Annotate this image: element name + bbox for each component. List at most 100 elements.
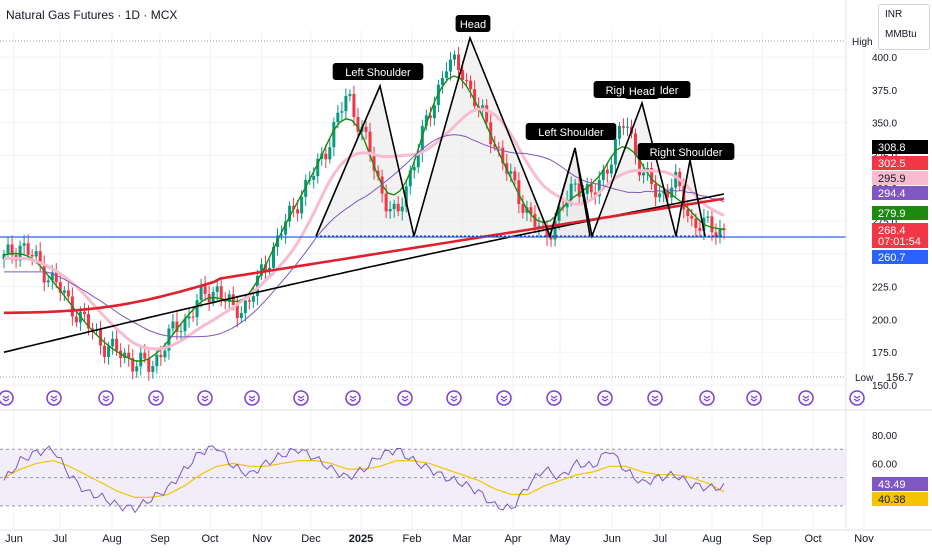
time-tick-label: Aug xyxy=(102,533,122,545)
candle-body xyxy=(243,300,247,314)
candle-body xyxy=(107,346,111,357)
candle-body xyxy=(111,338,115,347)
hs-pattern-fill-2 xyxy=(550,103,705,236)
candle-body xyxy=(364,126,368,132)
pattern-label-bg xyxy=(637,143,735,160)
candle-body xyxy=(86,314,90,329)
candle-body xyxy=(2,253,6,260)
candle-body xyxy=(239,313,243,319)
candle-body xyxy=(589,184,593,193)
price-tag-7: 260.7 xyxy=(878,252,906,264)
candle-body xyxy=(179,331,183,333)
candle-body xyxy=(38,251,42,264)
candle-body xyxy=(404,186,408,207)
time-tick-label: Oct xyxy=(201,533,218,545)
candle-body xyxy=(718,228,722,238)
candle-body xyxy=(440,77,444,85)
candle-body xyxy=(231,294,235,306)
price-tick-label: 225.0 xyxy=(872,283,897,294)
ma-red-line xyxy=(4,197,725,315)
time-tick-label: 2025 xyxy=(349,533,373,545)
pattern-label-2: Left Shoulder xyxy=(538,127,604,139)
time-tick-label: Aug xyxy=(702,533,722,545)
pattern-label-5: Right Shoulder xyxy=(650,147,723,159)
candle-body xyxy=(151,366,155,372)
candle-body xyxy=(533,213,537,227)
pattern-label-1: Left Shoulder xyxy=(345,67,411,79)
price-tag-bg xyxy=(872,250,928,264)
candle-body xyxy=(296,209,300,214)
candle-body xyxy=(139,352,143,367)
unit-selector[interactable]: INR MMBtu xyxy=(878,4,930,50)
candle-body xyxy=(376,170,380,177)
candle-body xyxy=(195,300,199,318)
time-tick-label: May xyxy=(550,533,571,545)
time-tick-label: Feb xyxy=(403,533,422,545)
chart-title: Natural Gas Futures · 1D · MCX xyxy=(6,8,178,22)
event-icon-glyph xyxy=(750,395,758,402)
candle-body xyxy=(271,246,275,268)
event-icon-glyph xyxy=(102,395,110,402)
event-icon-glyph xyxy=(601,395,609,402)
candle-body xyxy=(634,133,638,156)
candle-body xyxy=(573,183,577,185)
pattern-label-bg xyxy=(624,82,660,99)
price-tag-bg xyxy=(872,156,928,170)
time-tick-label: Nov xyxy=(854,533,874,545)
pattern-label-bg xyxy=(332,63,424,80)
candle-body xyxy=(444,71,448,78)
candle-body xyxy=(569,183,573,200)
candle-body xyxy=(328,147,332,160)
candle-body xyxy=(509,171,513,174)
candle-body xyxy=(235,305,239,319)
price-tick-label: 200.0 xyxy=(872,315,897,326)
candle-body xyxy=(513,171,517,181)
candle-body xyxy=(517,180,521,205)
event-icon-glyph xyxy=(550,395,558,402)
candle-body xyxy=(34,251,38,257)
time-tick-label: Sep xyxy=(752,533,772,545)
candle-body xyxy=(115,338,119,351)
candle-body xyxy=(392,203,396,210)
pattern-label-bg xyxy=(455,15,491,32)
candle-body xyxy=(251,296,255,302)
price-tag-0: 308.8 xyxy=(878,142,906,154)
time-tick-label: Jun xyxy=(5,533,23,545)
candle-body xyxy=(340,111,344,113)
price-tag-bg xyxy=(872,171,928,185)
candle-body xyxy=(372,155,376,171)
candle-body xyxy=(690,215,694,219)
candle-body xyxy=(284,221,288,235)
hs-pattern-fill-1 xyxy=(316,38,590,236)
high-label: High xyxy=(852,37,873,48)
candle-body xyxy=(428,115,432,119)
candle-body xyxy=(30,254,34,257)
event-icon-glyph xyxy=(651,395,659,402)
candle-body xyxy=(312,176,316,180)
currency-label: INR xyxy=(885,9,903,20)
candle-body xyxy=(336,112,340,123)
candle-body xyxy=(356,116,360,132)
candle-body xyxy=(605,169,609,174)
candle-body xyxy=(74,316,78,323)
candle-body xyxy=(292,205,296,210)
candle-body xyxy=(344,95,348,112)
candle-body xyxy=(163,350,167,358)
event-icon-glyph xyxy=(401,395,409,402)
candle-body xyxy=(22,243,26,246)
pattern-label-0: Head xyxy=(460,19,486,31)
candle-body xyxy=(58,282,62,293)
candle-body xyxy=(617,126,621,139)
candle-body xyxy=(577,183,581,197)
candle-body xyxy=(62,290,66,293)
event-icon-glyph xyxy=(248,395,256,402)
candle-body xyxy=(10,244,14,256)
price-tick-label: 400.0 xyxy=(872,53,897,64)
candle-body xyxy=(324,153,328,160)
candle-body xyxy=(706,216,710,218)
candle-body xyxy=(288,205,292,222)
event-icon-glyph xyxy=(703,395,711,402)
candle-body xyxy=(553,220,557,240)
rsi-signal-bg xyxy=(872,492,928,506)
